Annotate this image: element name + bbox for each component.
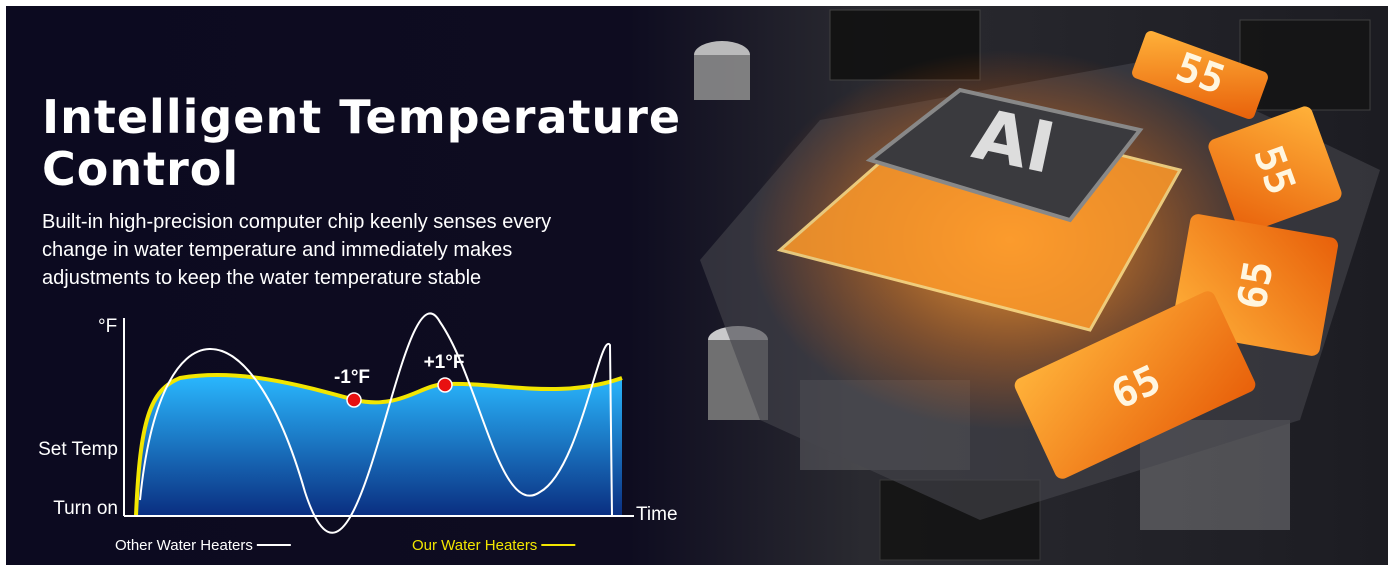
- marker: [346, 392, 362, 408]
- level-label: Set Temp: [38, 439, 118, 460]
- chip-label: AI: [966, 93, 1062, 190]
- temperature-diagram: °F Time Set Temp Turn on -1°F +1°F: [38, 312, 678, 534]
- description: adjustments to keep the water temperatur…: [42, 267, 481, 289]
- water-area: [136, 375, 622, 516]
- description: Built-in high-precision computer chip ke…: [42, 211, 551, 233]
- y-axis-label: °F: [98, 316, 117, 337]
- legend: Other Water Heaters Our Water Heaters: [115, 537, 576, 554]
- legend-label: Our Water Heaters: [412, 537, 537, 554]
- display-tiles: 55 55 65 65: [1014, 30, 1342, 479]
- annotation: +1°F: [424, 352, 465, 373]
- description: change in water temperature and immediat…: [42, 239, 512, 261]
- display-reading: 65: [1229, 257, 1283, 312]
- annotation: -1°F: [334, 367, 370, 388]
- x-axis-label: Time: [636, 504, 678, 525]
- marker: [437, 377, 453, 393]
- legend-label: Other Water Heaters: [115, 537, 253, 554]
- other-heater-curve: [139, 312, 613, 534]
- level-label: Turn on: [53, 498, 118, 519]
- title: Intelligent Temperature: [42, 90, 681, 144]
- title: Control: [42, 142, 239, 196]
